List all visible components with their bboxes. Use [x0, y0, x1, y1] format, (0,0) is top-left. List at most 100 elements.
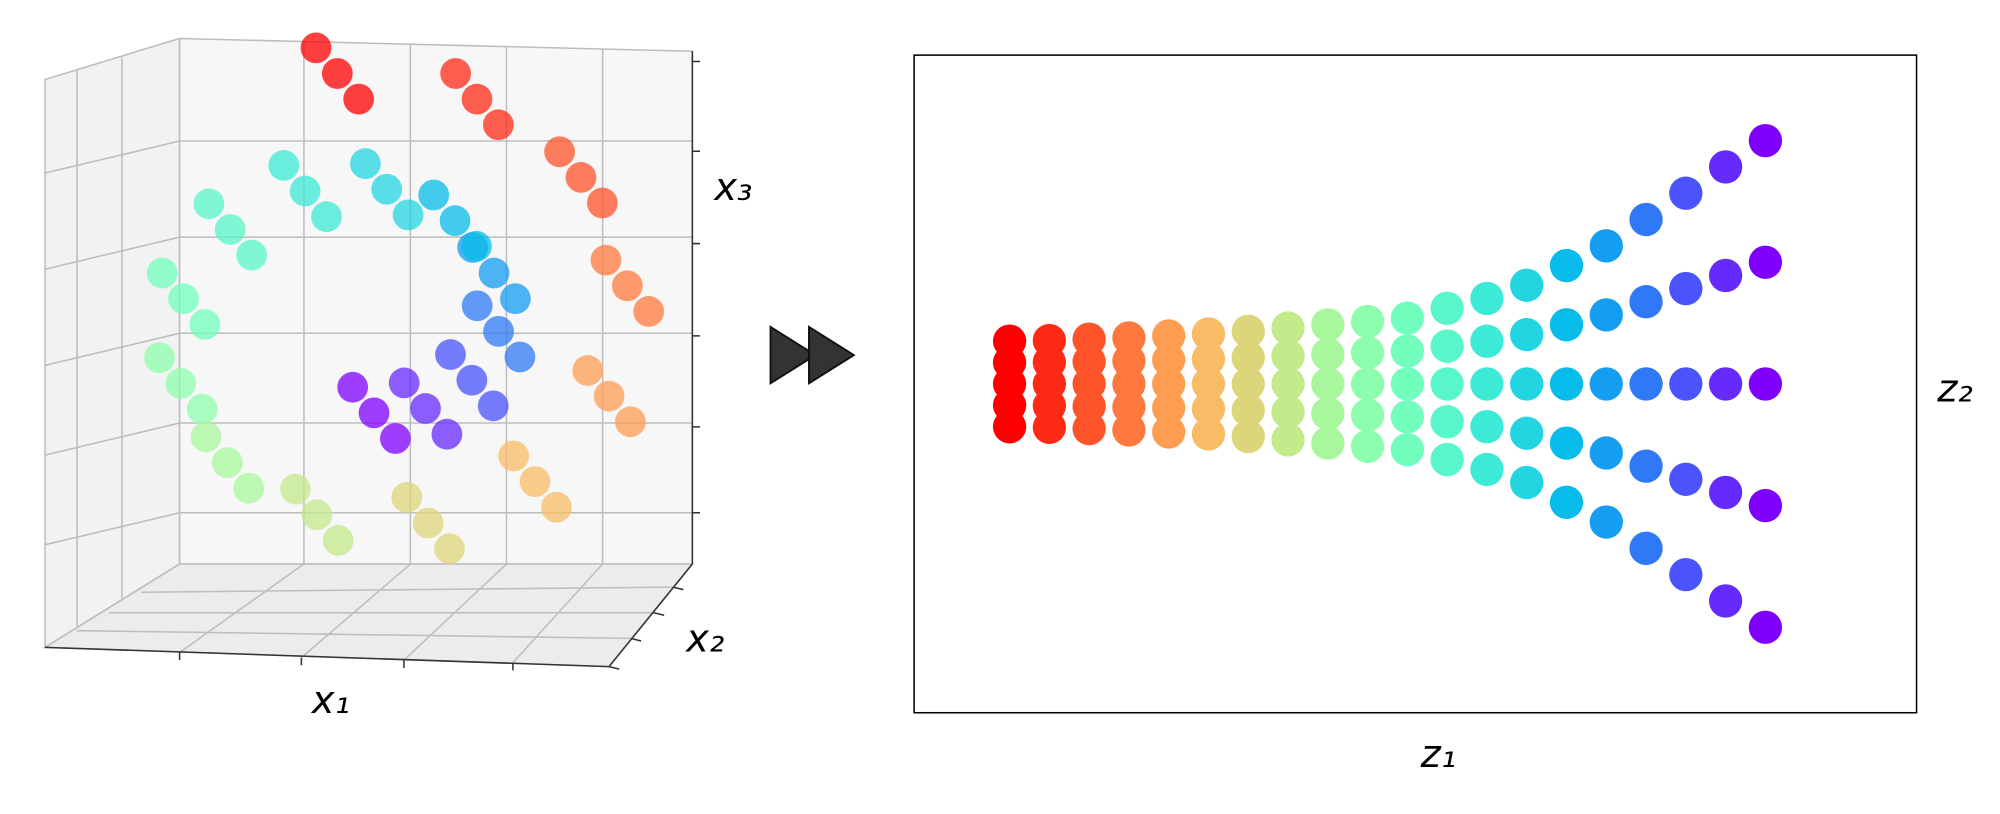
point: [391, 482, 423, 513]
point: [1629, 367, 1663, 401]
point: [168, 283, 199, 315]
point: [1510, 465, 1544, 500]
point: [1191, 342, 1226, 376]
point: [1430, 405, 1464, 439]
point: [1549, 367, 1584, 401]
point: [1748, 488, 1783, 523]
point: [1191, 417, 1226, 451]
point: [1311, 337, 1345, 371]
point: [456, 364, 488, 396]
point: [388, 367, 420, 399]
point: [289, 175, 321, 207]
point: [1510, 367, 1544, 401]
point: [350, 148, 381, 179]
point: [321, 58, 353, 89]
point: [322, 525, 354, 556]
point: [1152, 415, 1186, 449]
point: [1549, 485, 1584, 519]
point: [1311, 308, 1345, 342]
point: [412, 507, 444, 539]
point: [1390, 367, 1425, 401]
point: [482, 109, 514, 141]
point: [1430, 329, 1464, 363]
point: [1589, 229, 1623, 263]
point: [1669, 462, 1703, 496]
point: [434, 533, 465, 565]
point: [343, 83, 375, 115]
point: [189, 308, 221, 340]
point: [1231, 367, 1265, 401]
point: [1032, 323, 1067, 358]
point: [461, 83, 493, 115]
point: [1271, 423, 1305, 457]
point: [1549, 308, 1584, 342]
point: [1708, 584, 1743, 618]
point: [1350, 304, 1385, 339]
point: [500, 283, 531, 315]
point: [435, 339, 466, 370]
point: [1112, 321, 1146, 355]
point: [311, 201, 342, 233]
arrow-head: [808, 325, 856, 386]
point: [1669, 176, 1703, 210]
point: [1112, 344, 1146, 378]
point: [633, 296, 665, 327]
point: [418, 179, 450, 211]
point: [1708, 150, 1743, 184]
point: [541, 491, 572, 523]
point: [1390, 301, 1425, 335]
point: [1669, 271, 1703, 306]
point: [1191, 317, 1226, 351]
axes-3d-panes: [42, 37, 701, 671]
point: [1748, 367, 1783, 401]
point: [1191, 392, 1226, 426]
point: [461, 290, 493, 322]
point: [1470, 324, 1504, 358]
point: [1748, 123, 1783, 158]
point: [1430, 291, 1464, 325]
point: [504, 341, 536, 373]
point: [165, 368, 197, 399]
point: [392, 199, 424, 231]
point: [477, 390, 509, 422]
point: [1152, 367, 1186, 401]
point: [300, 32, 332, 64]
point: [190, 421, 222, 453]
point: [1470, 410, 1504, 444]
point: [212, 447, 243, 478]
point: [439, 205, 471, 237]
point: [193, 188, 225, 220]
point: [611, 270, 643, 302]
point: [146, 257, 178, 289]
x-axis-label: z₁: [1420, 732, 1457, 777]
point: [144, 342, 175, 374]
point: [1629, 531, 1663, 565]
point: [1390, 400, 1425, 434]
point: [1152, 319, 1186, 353]
point: [268, 150, 300, 181]
point: [1510, 416, 1544, 450]
point: [1311, 396, 1345, 431]
point: [615, 406, 646, 438]
point: [1470, 367, 1504, 401]
point: [586, 187, 618, 219]
point: [1271, 367, 1305, 401]
arrow-head: [769, 325, 818, 386]
point: [410, 393, 441, 424]
point: [236, 239, 268, 271]
point: [1708, 475, 1743, 510]
point: [1311, 426, 1345, 460]
point: [1231, 393, 1265, 427]
x-axis-label: x₁: [311, 678, 350, 723]
point: [483, 316, 514, 347]
point: [1589, 505, 1623, 539]
point: [519, 466, 551, 497]
z-axis-label: x₃: [713, 165, 752, 210]
point: [1629, 202, 1663, 237]
point: [301, 499, 333, 531]
point: [1669, 367, 1703, 401]
scatter-3d: [144, 32, 665, 565]
point: [1748, 610, 1783, 644]
point: [440, 58, 472, 89]
